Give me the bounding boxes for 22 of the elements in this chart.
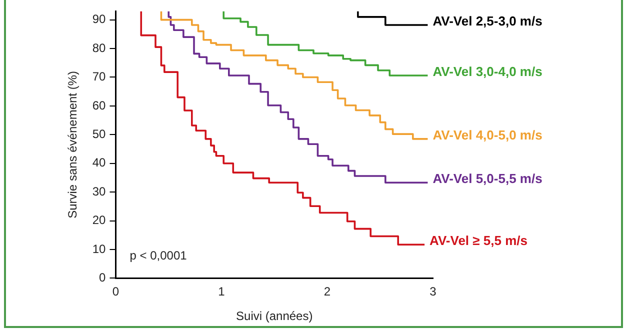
series-label: AV-Vel ≥ 5,5 m/s: [430, 233, 528, 248]
y-tick-label: 80: [92, 40, 106, 55]
series-label: AV-Vel 3,0-4,0 m/s: [432, 64, 542, 80]
series-label: AV-Vel 5,0-5,5 m/s: [432, 171, 542, 186]
y-axis-title: Survie sans événement (%): [66, 70, 80, 218]
y-tick-label: 60: [92, 98, 106, 112]
y-tick-label: 50: [92, 126, 106, 141]
series-label: AV-Vel 2,5-3,0 m/s: [432, 14, 542, 29]
y-tick-label: 40: [92, 156, 106, 170]
y-tick-label: 20: [92, 213, 106, 228]
y-tick-label: 70: [92, 70, 106, 84]
x-tick-label: 1: [218, 284, 226, 299]
series-label: AV-Vel 4,0-5,0 m/s: [432, 128, 542, 143]
y-tick-label: 10: [92, 242, 106, 256]
x-tick-label: 2: [324, 284, 331, 299]
y-tick-label: 90: [92, 12, 106, 26]
y-tick-label: 30: [92, 184, 106, 198]
x-axis-title: Suivi (années): [236, 309, 313, 324]
annotation: p < 0,0001: [130, 248, 188, 263]
x-tick-label: 0: [112, 284, 120, 299]
x-tick-label: 3: [430, 284, 437, 299]
y-tick-label: 0: [99, 270, 106, 285]
